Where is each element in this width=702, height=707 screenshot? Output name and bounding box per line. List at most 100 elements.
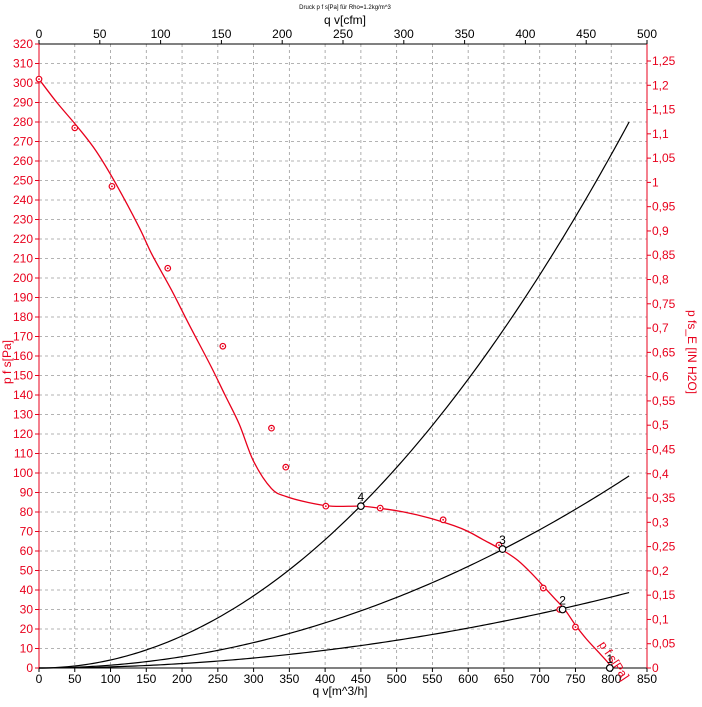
x-top-tick-label: 200 <box>272 27 292 41</box>
x-tick-label: 800 <box>601 672 621 686</box>
y-tick-label: 110 <box>14 447 33 461</box>
x-top-tick-label: 100 <box>151 27 171 41</box>
x-tick-label: 200 <box>172 672 192 686</box>
fan-data-marker <box>539 584 547 592</box>
fan-marker-dot <box>73 126 76 129</box>
y-tick-label: 200 <box>13 271 33 285</box>
fan-data-marker <box>108 182 116 190</box>
chart-title: Druck p f s[Pa] für Rho=1.2kg/m^3 <box>299 5 391 11</box>
x-top-tick-label: 500 <box>637 27 657 41</box>
y-right-tick-label: 1,25 <box>652 54 676 68</box>
operating-point-label: 2 <box>559 594 566 608</box>
x-tick-label: 350 <box>279 672 299 686</box>
fan-data-marker <box>572 623 579 631</box>
y-tick-label: 310 <box>13 57 33 71</box>
x-top-tick-label: 50 <box>93 27 107 41</box>
fan-marker-dot <box>221 345 224 348</box>
x-tick-label: 700 <box>530 672 550 686</box>
y-tick-label: 210 <box>13 252 33 266</box>
y-right-tick-label: 1,05 <box>652 151 676 165</box>
x-tick-label: 450 <box>351 672 371 686</box>
x-top-tick-label: 350 <box>455 27 475 41</box>
fan-marker-dot <box>270 427 273 430</box>
y-right-tick-label: 0,2 <box>652 564 669 578</box>
x-axis-title: q v[m^3/h] <box>313 684 368 698</box>
y-tick-label: 150 <box>13 369 33 383</box>
fan-data-marker <box>439 516 447 524</box>
y-tick-label: 220 <box>13 232 33 246</box>
fan-data-marker <box>322 502 330 510</box>
x-tick-label: 250 <box>208 672 228 686</box>
series: p f s[Pa] <box>35 75 632 683</box>
y-right-tick-label: 1,2 <box>652 78 669 92</box>
y-right-tick-label: 0,65 <box>652 345 676 359</box>
y-right-tick-label: 0,55 <box>652 394 676 408</box>
y-right-tick-label: 0,4 <box>652 467 669 481</box>
y-right-tick-label: 0,35 <box>652 491 676 505</box>
y-right-tick-label: 0,05 <box>652 637 676 651</box>
y-tick-label: 230 <box>13 213 33 227</box>
x-top-tick-label: 300 <box>394 27 414 41</box>
y-tick-label: 270 <box>13 135 33 149</box>
y-tick-label: 60 <box>20 544 34 558</box>
x-tick-label: 850 <box>637 672 657 686</box>
y-right-tick-label: 0,5 <box>652 418 669 432</box>
axes: 0 50 100 150 200 250 300 350 400 450 500 550 600 650 7… <box>13 27 676 686</box>
fan-marker-dot <box>38 78 40 80</box>
fan-marker-dot <box>379 507 382 509</box>
fan-marker-dot <box>542 587 545 589</box>
y-right-tick-label: 0,7 <box>652 321 669 335</box>
x-tick-label: 500 <box>387 672 407 686</box>
operating-point-marker <box>498 545 507 553</box>
y-tick-label: 130 <box>13 408 33 422</box>
operating-point-marker <box>605 664 614 672</box>
y-right-tick-label: 0,85 <box>652 248 676 262</box>
fan-data-marker <box>376 504 384 512</box>
y-right-tick-label: 0,25 <box>652 540 676 554</box>
x-tick-label: 300 <box>244 672 264 686</box>
y-axis-right-title: p fs_E [IN H2O] <box>685 310 699 394</box>
fan-marker-dot <box>442 518 445 521</box>
y-tick-label: 190 <box>13 291 33 305</box>
system-curve-2 <box>38 475 630 669</box>
system-curve-1 <box>38 121 630 669</box>
y-tick-label: 80 <box>20 505 34 519</box>
y-tick-label: 40 <box>20 583 34 597</box>
operating-point-2: 2 <box>558 594 567 614</box>
y-right-tick-label: 0,95 <box>652 200 676 214</box>
y-right-tick-label: 1,1 <box>652 127 669 141</box>
x-tick-label: 750 <box>565 672 585 686</box>
x-top-tick-label: 400 <box>515 27 535 41</box>
y-tick-label: 160 <box>13 349 33 363</box>
y-tick-label: 0 <box>26 661 33 675</box>
x-tick-label: 400 <box>315 672 335 686</box>
grid <box>39 44 647 668</box>
y-tick-label: 290 <box>13 96 33 110</box>
operating-point-label: 1 <box>606 652 613 666</box>
y-right-tick-label: 0,9 <box>652 224 669 238</box>
top-axis-title: q v[cfm] <box>324 13 366 27</box>
x-tick-label: 600 <box>458 672 478 686</box>
operating-point-3: 3 <box>498 533 507 553</box>
x-top-tick-label: 150 <box>211 27 231 41</box>
y-tick-label: 70 <box>20 525 34 539</box>
y-tick-label: 140 <box>13 388 33 402</box>
operating-point-1: 1 <box>605 652 614 672</box>
x-top-tick-label: 0 <box>36 27 43 41</box>
y-right-tick-label: 0,3 <box>652 515 669 529</box>
y-tick-label: 90 <box>20 486 34 500</box>
fan-marker-dot <box>166 267 169 270</box>
operating-point-marker <box>356 502 365 511</box>
y-right-tick-label: 0,6 <box>652 370 669 384</box>
fan-marker-dot <box>324 505 327 508</box>
y-tick-label: 120 <box>13 427 33 441</box>
fan-marker-dot <box>111 185 113 188</box>
fan-data-marker <box>219 342 227 350</box>
y-tick-label: 100 <box>13 466 33 480</box>
y-axis-title: p f s[Pa] <box>0 340 14 384</box>
y-right-tick-label: 0,45 <box>652 442 676 456</box>
fan-marker-dot <box>574 626 577 628</box>
fan-data-marker <box>268 424 275 432</box>
